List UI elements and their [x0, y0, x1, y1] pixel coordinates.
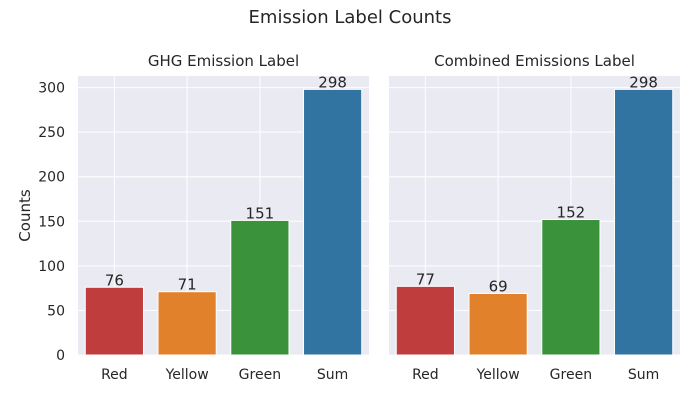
figure-title: Emission Label Counts	[249, 7, 452, 28]
ghg-y-tick-label: 300	[38, 81, 65, 97]
combined-data-label-red: 77	[416, 270, 435, 288]
ghg-y-tick-label: 100	[38, 259, 65, 275]
combined-emissions-panel: 77 Red 69 Yellow 152 Green 298 Sum Combined Emis…	[389, 52, 680, 383]
ghg-x-tick-label: Sum	[317, 367, 348, 383]
ghg-y-tick-label: 200	[38, 170, 65, 186]
combined-data-label-green: 152	[557, 204, 586, 222]
ghg-y-tick-label: 250	[38, 125, 65, 141]
ghg-y-axis-label: Counts	[16, 189, 34, 242]
ghg-data-label-sum: 298	[318, 73, 347, 91]
combined-data-label-yellow: 69	[489, 277, 508, 295]
ghg-x-tick-label: Yellow	[165, 367, 209, 383]
ghg-bar-red	[84, 286, 144, 356]
ghg-bar-yellow	[157, 291, 217, 356]
ghg-panel-title: GHG Emission Label	[148, 52, 299, 70]
ghg-data-label-green: 151	[246, 204, 275, 222]
ghg-bar-green	[230, 219, 290, 356]
ghg-bar-sum	[303, 88, 363, 356]
combined-x-tick-label: Green	[550, 367, 592, 383]
ghg-y-tick-label: 150	[38, 214, 65, 230]
combined-bar-red	[395, 285, 455, 356]
ghg-x-tick-label: Green	[239, 367, 281, 383]
combined-bar-yellow	[468, 292, 528, 356]
ghg-emission-panel: 0 50 100 150 200 250 300 76 Red 71 Yellow 151 Green 2…	[16, 52, 369, 383]
combined-x-tick-label: Red	[412, 367, 439, 383]
combined-x-tick-label: Yellow	[476, 367, 520, 383]
combined-x-tick-label: Sum	[628, 367, 659, 383]
ghg-data-label-red: 76	[105, 271, 124, 289]
combined-data-label-sum: 298	[629, 73, 658, 91]
ghg-data-label-yellow: 71	[178, 276, 197, 294]
ghg-y-tick-label: 0	[56, 348, 65, 364]
combined-bar-sum	[614, 88, 674, 356]
combined-panel-title: Combined Emissions Label	[434, 52, 635, 70]
ghg-x-tick-label: Red	[101, 367, 128, 383]
ghg-y-tick-label: 50	[47, 303, 65, 319]
combined-bar-green	[541, 219, 601, 356]
